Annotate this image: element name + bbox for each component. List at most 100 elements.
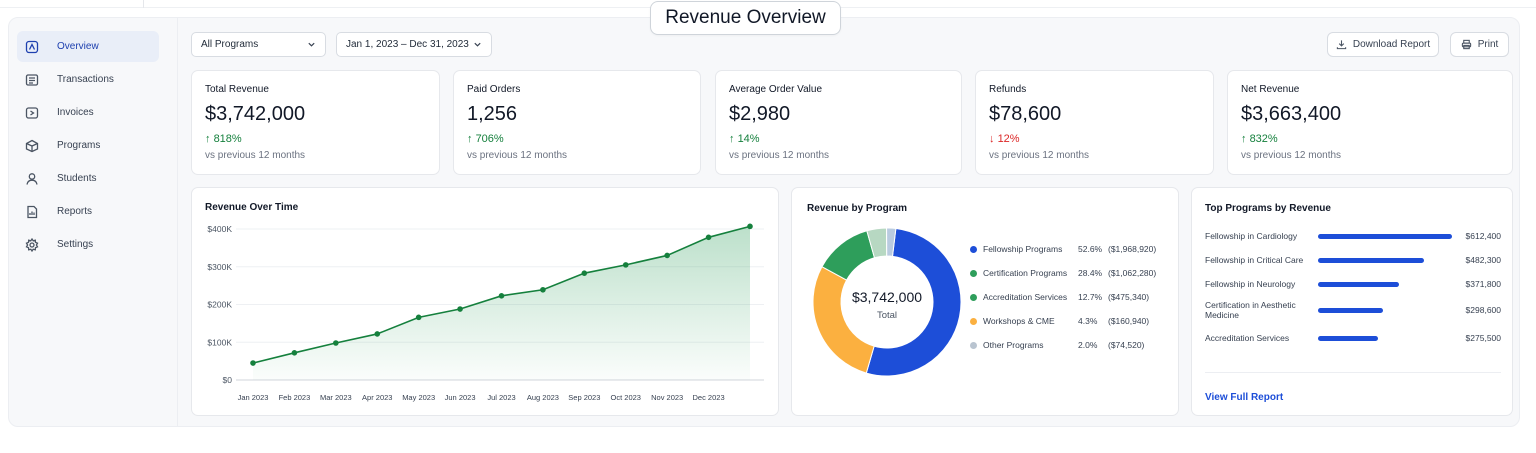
legend-percent: 4.3% [1078, 316, 1098, 326]
legend-swatch [970, 317, 977, 325]
revenue-bar [1318, 336, 1379, 341]
kpi-card-total-revenue: Total Revenue $3,742,000 ↑ 818% vs previ… [191, 70, 440, 175]
sidebar: Overview Transactions Invoices Programs … [8, 17, 178, 427]
top-program-row[interactable]: Certification in Aesthetic Medicine $298,… [1205, 299, 1501, 321]
data-point[interactable] [333, 340, 339, 346]
data-point[interactable] [581, 270, 588, 276]
sidebar-item-overview[interactable]: Overview [17, 31, 159, 62]
program-name: Fellowship in Critical Care [1205, 255, 1304, 265]
data-point[interactable] [705, 234, 712, 241]
legend-item: Workshops & CME 4.3% ($160,940) [970, 314, 1170, 328]
revenue-by-program-panel: Revenue by Program $3,742,000 Total Fell… [791, 187, 1179, 416]
view-full-report-link[interactable]: View Full Report [1205, 392, 1284, 403]
page-title: Revenue Overview [650, 1, 841, 35]
panel-title: Revenue Over Time [205, 202, 299, 213]
revenue-line-chart: $0 $100K $200K $300K $400K Jan 2023 Feb 2023 Ma… [207, 223, 764, 402]
y-tick-label: $300K [207, 262, 232, 272]
kpi-change: ↓ 12% [989, 133, 1020, 145]
y-tick-label: $200K [207, 300, 232, 310]
sidebar-item-programs[interactable]: Programs [17, 130, 159, 161]
sidebar-item-students[interactable]: Students [17, 163, 159, 194]
x-tick-label: Mar 2023 [320, 393, 352, 402]
legend-percent: 12.7% [1078, 292, 1103, 302]
x-tick-label: May 2023 [402, 393, 435, 402]
download-report-button[interactable]: Download Report [1327, 32, 1439, 57]
overview-icon [25, 40, 39, 54]
legend-item: Certification Programs 28.4% ($1,062,280) [970, 266, 1170, 280]
kpi-change: ↑ 818% [205, 133, 242, 145]
data-point[interactable] [374, 331, 381, 337]
arrow-down-icon: ↓ [989, 133, 995, 145]
date-range-value: Jan 1, 2023 – Dec 31, 2023 [346, 39, 469, 50]
top-program-row[interactable]: Fellowship in Neurology $371,800 [1205, 273, 1501, 295]
data-point[interactable] [415, 314, 422, 321]
data-point[interactable] [457, 306, 463, 312]
arrow-up-icon: ↑ [205, 133, 211, 145]
top-program-row[interactable]: Fellowship in Critical Care $482,300 [1205, 249, 1501, 271]
revenue-bar [1318, 258, 1424, 263]
programs-icon [25, 139, 39, 153]
revenue-bar [1318, 282, 1400, 287]
sidebar-item-invoices[interactable]: Invoices [17, 97, 159, 128]
program-name: Fellowship in Cardiology [1205, 231, 1298, 241]
kpi-change-value: 14% [737, 133, 760, 145]
panel-title: Revenue by Program [807, 203, 908, 214]
legend-percent: 2.0% [1078, 340, 1098, 350]
kpi-change: ↑ 706% [467, 133, 504, 145]
data-point[interactable] [664, 252, 670, 259]
y-tick-label: $0 [223, 375, 233, 385]
top-program-row[interactable]: Accreditation Services $275,500 [1205, 327, 1501, 349]
legend-amount: ($1,968,920) [1108, 244, 1157, 254]
program-revenue: $298,600 [1465, 305, 1501, 315]
transactions-icon [25, 73, 39, 87]
kpi-card-net-revenue: Net Revenue $3,663,400 ↑ 832% vs previou… [1227, 70, 1513, 175]
donut-slice[interactable] [886, 227, 897, 257]
legend-swatch [970, 293, 977, 301]
chevron-down-icon [308, 42, 315, 47]
date-range-select[interactable]: Jan 1, 2023 – Dec 31, 2023 [336, 32, 492, 57]
kpi-card-paid-orders: Paid Orders 1,256 ↑ 706% vs previous 12 … [453, 70, 701, 175]
program-revenue: $482,300 [1465, 255, 1501, 265]
legend-item: Other Programs 2.0% ($74,520) [970, 338, 1170, 352]
x-tick-label: Oct 2023 [611, 393, 641, 402]
x-tick-label: Sep 2023 [568, 393, 600, 402]
legend-percent: 52.6% [1078, 244, 1103, 254]
chevron-down-icon [474, 42, 481, 47]
data-point[interactable] [622, 262, 629, 268]
sidebar-item-label: Programs [57, 140, 101, 151]
program-name: Fellowship in Neurology [1205, 279, 1296, 289]
kpi-value: $3,663,400 [1241, 103, 1342, 125]
y-tick-label: $100K [207, 337, 232, 347]
arrow-up-icon: ↑ [467, 133, 473, 145]
arrow-up-icon: ↑ [1241, 133, 1247, 145]
kpi-change-value: 12% [997, 133, 1020, 145]
print-button[interactable]: Print [1450, 32, 1509, 57]
revenue-bar [1318, 308, 1384, 313]
legend-percent: 28.4% [1078, 268, 1103, 278]
sidebar-item-transactions[interactable]: Transactions [17, 64, 159, 95]
x-tick-label: Jan 2023 [238, 393, 269, 402]
print-label: Print [1477, 39, 1499, 50]
top-program-row[interactable]: Fellowship in Cardiology $612,400 [1205, 225, 1501, 247]
data-point[interactable] [498, 293, 505, 299]
program-select[interactable]: All Programs [191, 32, 326, 57]
sidebar-item-settings[interactable]: Settings [17, 229, 159, 260]
kpi-subtext: vs previous 12 months [729, 150, 830, 161]
data-point[interactable] [747, 223, 753, 230]
kpi-subtext: vs previous 12 months [467, 150, 568, 161]
donut-slice[interactable] [865, 227, 962, 377]
kpi-label: Paid Orders [467, 84, 521, 95]
sidebar-item-reports[interactable]: Reports [17, 196, 159, 227]
kpi-change: ↑ 832% [1241, 133, 1278, 145]
sidebar-item-label: Transactions [57, 74, 114, 85]
printer-icon [1461, 39, 1471, 50]
legend-label: Other Programs [983, 340, 1044, 350]
data-point[interactable] [540, 286, 546, 293]
kpi-subtext: vs previous 12 months [989, 150, 1090, 161]
legend-amount: ($160,940) [1108, 316, 1150, 326]
area-fill [253, 226, 750, 380]
data-point[interactable] [291, 350, 298, 356]
data-point[interactable] [250, 360, 256, 366]
sidebar-item-label: Students [57, 173, 97, 184]
legend-label: Accreditation Services [983, 292, 1068, 302]
